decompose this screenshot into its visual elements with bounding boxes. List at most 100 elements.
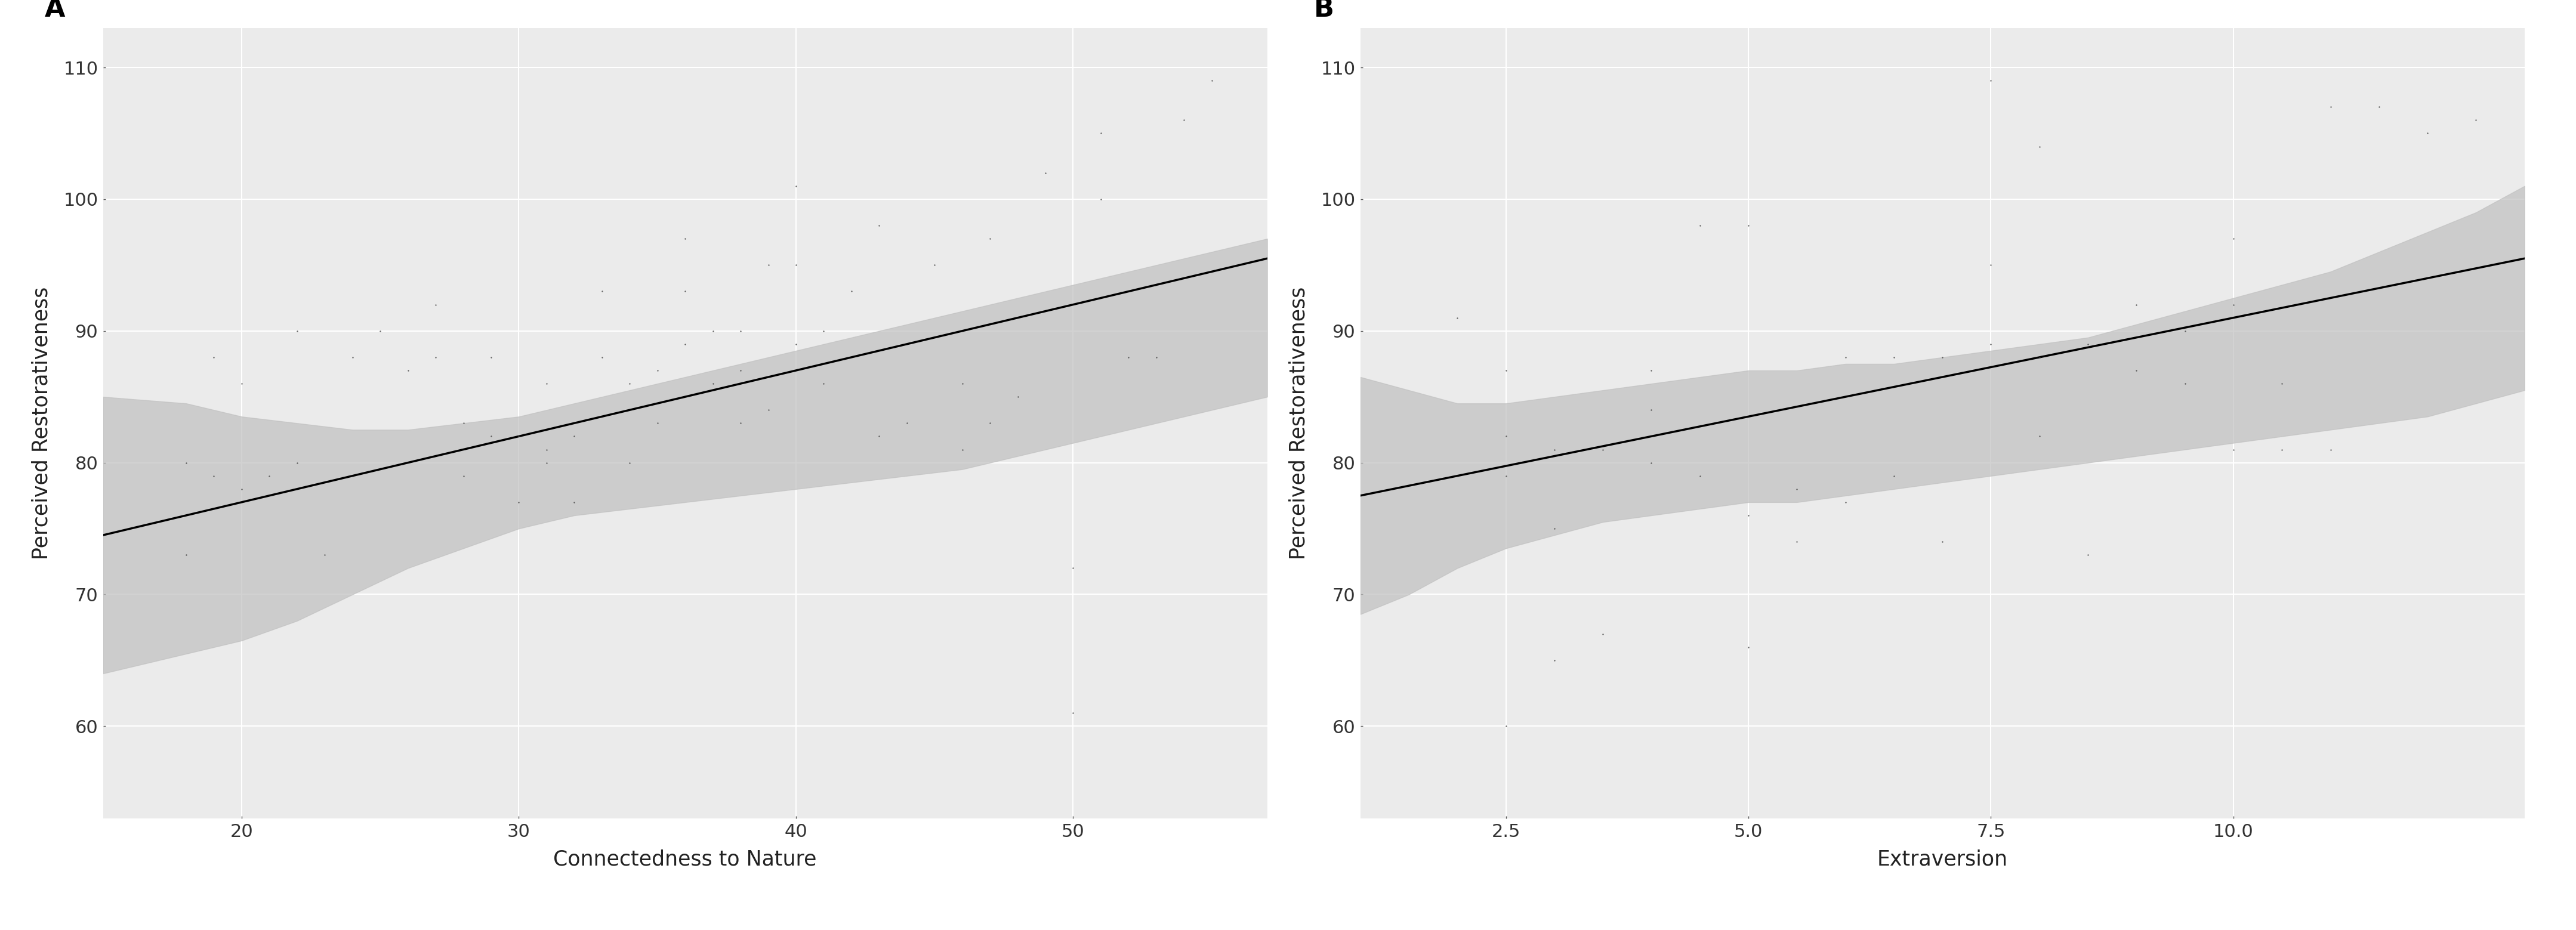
Text: B: B xyxy=(1314,0,1334,22)
Point xyxy=(693,377,734,392)
Point xyxy=(165,456,206,471)
Point xyxy=(719,363,760,378)
Point xyxy=(1777,482,1819,497)
Point xyxy=(2455,113,2496,127)
Point xyxy=(1631,363,1672,378)
X-axis label: Connectedness to Nature: Connectedness to Nature xyxy=(554,849,817,870)
Point xyxy=(1631,456,1672,471)
Point xyxy=(304,548,345,563)
Point xyxy=(969,232,1010,246)
Point xyxy=(415,350,456,365)
Point xyxy=(1079,126,1121,140)
Point xyxy=(193,350,234,365)
Point xyxy=(969,416,1010,431)
Point xyxy=(1873,350,1914,365)
Point xyxy=(747,403,788,418)
Point xyxy=(2213,442,2254,457)
Point xyxy=(775,337,817,352)
Point xyxy=(1486,363,1528,378)
Point xyxy=(886,416,927,431)
Point xyxy=(386,363,428,378)
Point xyxy=(193,469,234,484)
Text: A: A xyxy=(44,0,64,22)
Point xyxy=(1873,469,1914,484)
Point xyxy=(665,284,706,299)
Point xyxy=(497,495,538,510)
Point xyxy=(1922,534,1963,549)
Point xyxy=(2311,100,2352,114)
Point xyxy=(361,324,402,339)
Point xyxy=(2213,232,2254,246)
Point xyxy=(2360,100,2401,114)
Point xyxy=(554,429,595,444)
Point xyxy=(1922,350,1963,365)
Point xyxy=(858,218,899,232)
Point xyxy=(1824,350,1865,365)
Point xyxy=(526,456,567,471)
Point xyxy=(1582,442,1623,457)
Point xyxy=(1777,534,1819,549)
Point xyxy=(222,377,263,392)
Point xyxy=(914,258,956,272)
Point xyxy=(804,324,845,339)
Point xyxy=(2406,126,2447,140)
Point xyxy=(1025,166,1066,180)
Point xyxy=(1486,469,1528,484)
Point xyxy=(832,284,873,299)
Point xyxy=(943,377,984,392)
Point xyxy=(1971,258,2012,272)
Point xyxy=(1680,218,1721,232)
Point xyxy=(1824,495,1865,510)
Point xyxy=(1108,350,1149,365)
Point xyxy=(250,469,291,484)
Point xyxy=(1582,627,1623,642)
Point xyxy=(415,298,456,312)
Point xyxy=(2069,548,2110,563)
Point xyxy=(775,179,817,193)
Point xyxy=(2164,324,2205,339)
Y-axis label: Perceived Restorativeness: Perceived Restorativeness xyxy=(1288,286,1309,560)
Point xyxy=(665,337,706,352)
Point xyxy=(582,284,623,299)
Point xyxy=(1486,719,1528,734)
Point xyxy=(858,429,899,444)
X-axis label: Extraversion: Extraversion xyxy=(1878,849,2007,870)
Point xyxy=(2020,429,2061,444)
Point xyxy=(2311,442,2352,457)
Point xyxy=(1437,311,1479,326)
Point xyxy=(2020,350,2061,365)
Point xyxy=(1054,706,1095,721)
Point xyxy=(1533,653,1574,668)
Point xyxy=(165,548,206,563)
Point xyxy=(1079,192,1121,206)
Point xyxy=(636,363,677,378)
Y-axis label: Perceived Restorativeness: Perceived Restorativeness xyxy=(31,286,52,560)
Point xyxy=(276,324,317,339)
Point xyxy=(554,495,595,510)
Point xyxy=(608,377,649,392)
Point xyxy=(775,258,817,272)
Point xyxy=(2262,377,2303,392)
Point xyxy=(719,324,760,339)
Point xyxy=(222,482,263,497)
Point xyxy=(1971,73,2012,88)
Point xyxy=(1486,429,1528,444)
Point xyxy=(497,429,538,444)
Point xyxy=(582,350,623,365)
Point xyxy=(2262,442,2303,457)
Point xyxy=(693,324,734,339)
Point xyxy=(443,469,484,484)
Point xyxy=(276,456,317,471)
Point xyxy=(2213,298,2254,312)
Point xyxy=(2069,337,2110,352)
Point xyxy=(2115,363,2156,378)
Point xyxy=(2164,377,2205,392)
Point xyxy=(2020,140,2061,154)
Point xyxy=(1631,403,1672,418)
Point xyxy=(1190,73,1231,88)
Point xyxy=(1971,337,2012,352)
Point xyxy=(1054,561,1095,576)
Point xyxy=(471,429,513,444)
Point xyxy=(1728,218,1770,232)
Point xyxy=(443,416,484,431)
